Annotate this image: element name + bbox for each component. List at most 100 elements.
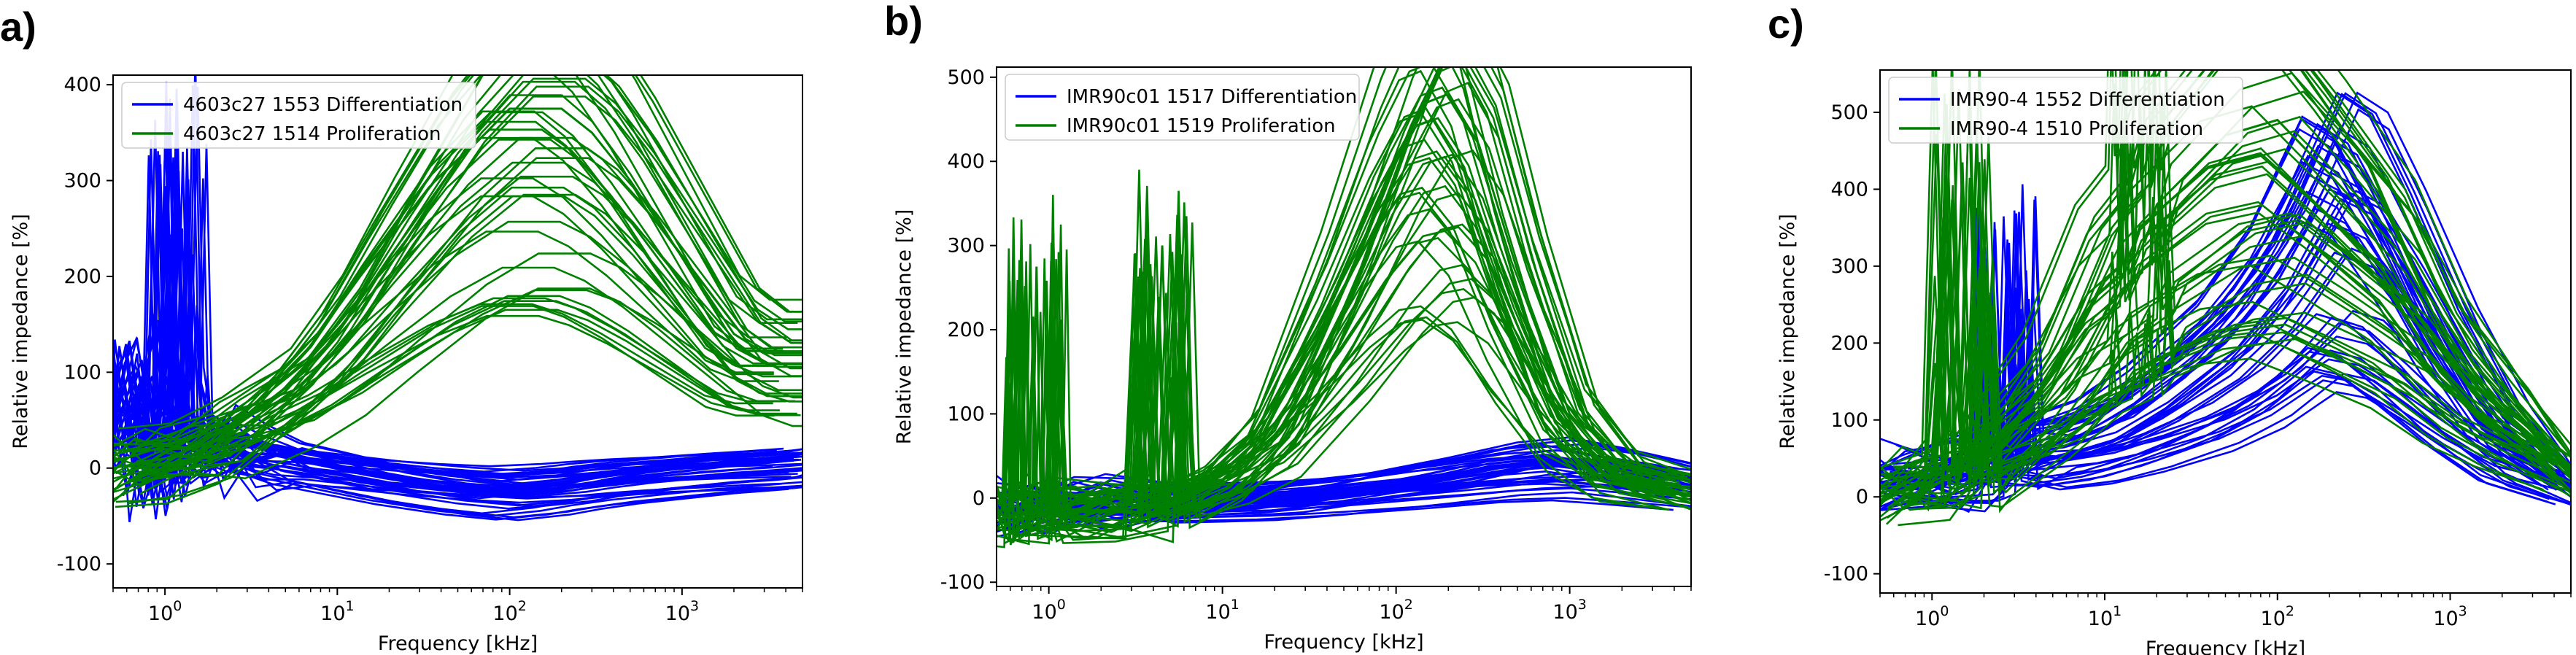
y-tick-label: 200: [947, 319, 985, 341]
plot-area: [997, 67, 1691, 549]
series-proliferation: [113, 75, 802, 508]
x-tick-label: 103: [665, 598, 699, 625]
y-tick-label: -100: [1824, 563, 1868, 586]
x-axis-label: Frequency [kHz]: [1264, 631, 1423, 654]
legend-box: [121, 82, 476, 149]
series-variant-line: [997, 305, 1664, 513]
x-tick-label: 100: [148, 598, 182, 625]
series-line: [113, 107, 802, 470]
y-tick-label: 400: [947, 150, 985, 173]
series-variant-line: [113, 177, 774, 461]
series-variant-line: [1880, 370, 2556, 513]
y-tick-label: 300: [1830, 255, 1868, 278]
x-tick-label: 101: [2088, 603, 2121, 630]
y-tick-label: 300: [947, 235, 985, 257]
series-variant-line: [138, 75, 802, 463]
series-variant-line: [1887, 314, 2571, 506]
series-variant-line: [122, 309, 802, 510]
x-axis-label: Frequency [kHz]: [2146, 637, 2305, 655]
y-axis-label: Relative impedance [%]: [9, 214, 32, 449]
series-variant-line: [142, 252, 802, 471]
series-variant-line: [113, 75, 798, 473]
series-variant-line: [997, 487, 1691, 530]
series-variant-line: [1908, 260, 2571, 511]
x-tick-label: 102: [1379, 597, 1412, 624]
y-tick-label: 100: [947, 403, 985, 425]
x-tick-label: 102: [492, 598, 526, 625]
legend: 4603c27 1553 Differentiation 4603c27 1514…: [121, 82, 476, 149]
series-variant-line: [1901, 195, 2571, 507]
chart-panel-2: b) -100 0 100 200 300 400 500 100 101 102 103 Freque…: [884, 0, 1692, 654]
series-variant-line: [139, 85, 802, 477]
series-variant-line: [113, 314, 780, 446]
chart-panel-1: a) -100 0 100 200 300 400 100 101 102 103 Frequency…: [0, 4, 803, 655]
y-tick-label: 100: [63, 361, 101, 384]
series-variant-line: [997, 240, 1661, 546]
y-tick-label: 0: [89, 457, 101, 480]
legend: IMR90-4 1552 Differentiation IMR90-4 1510…: [1888, 77, 2243, 144]
series-variant-line: [1880, 70, 2545, 504]
series-variant-line: [126, 193, 802, 505]
panel-letter: b): [884, 0, 923, 44]
legend-entry: IMR90-4 1510 Proliferation: [1950, 118, 2203, 140]
panel-letter: c): [1768, 1, 1804, 47]
series-variant-line: [113, 111, 784, 483]
legend-entry: IMR90-4 1552 Differentiation: [1950, 89, 2225, 111]
series-variant-line: [1894, 373, 2571, 505]
series-variant-line: [139, 147, 802, 482]
panel-letter: a): [0, 4, 36, 50]
series-variant-line: [113, 94, 802, 500]
x-tick-label: 100: [1032, 597, 1065, 624]
chart-panel-3: c) -100 0 100 200 300 400 500 100 101 102 103 Freque…: [1768, 1, 2572, 655]
series-variant-line: [139, 157, 802, 495]
series-variant-line: [138, 289, 802, 469]
series-variant-line: [997, 460, 1663, 530]
legend-entry: IMR90c01 1519 Proliferation: [1067, 115, 1336, 137]
series-proliferation: [997, 67, 1691, 549]
legend-entry: 4603c27 1553 Differentiation: [183, 94, 463, 116]
y-axis-label: Relative impedance [%]: [893, 209, 916, 445]
series-variant-line: [113, 309, 799, 456]
y-tick-label: 0: [972, 487, 985, 510]
series-variant-line: [1880, 187, 2556, 506]
y-tick-label: 400: [63, 74, 101, 96]
legend-box: [1005, 74, 1360, 141]
y-axis-label: Relative impedance [%]: [1776, 214, 1799, 449]
x-tick-label: 101: [320, 598, 354, 625]
series-variant-line: [113, 300, 797, 475]
y-tick-label: 400: [1830, 178, 1868, 201]
series-variant-line: [1882, 316, 2571, 511]
series-line: [997, 93, 1691, 516]
x-tick-label: 100: [1915, 603, 1949, 630]
legend-box: [1888, 77, 2243, 144]
y-tick-label: 200: [1830, 332, 1868, 354]
series-variant-line: [113, 266, 795, 473]
series-line: [997, 459, 1691, 512]
series-variant-line: [1880, 252, 2544, 488]
series-variant-line: [113, 297, 786, 468]
series-variant-line: [1880, 70, 2561, 503]
y-tick-label: 100: [1830, 409, 1868, 432]
y-tick-label: 500: [1830, 101, 1868, 124]
series-variant-line: [118, 75, 802, 430]
legend: IMR90c01 1517 Differentiation IMR90c01 15…: [1005, 74, 1360, 141]
series-variant-line: [1016, 82, 1691, 543]
series-variant-line: [997, 185, 1688, 546]
series-variant-line: [1021, 150, 1691, 528]
x-tick-label: 102: [2261, 603, 2294, 630]
series-variant-line: [113, 81, 791, 494]
y-tick-label: 300: [63, 170, 101, 193]
y-tick-label: 200: [63, 266, 101, 288]
series-variant-line: [113, 305, 775, 483]
x-axis-label: Frequency [kHz]: [378, 632, 538, 655]
x-tick-label: 101: [1205, 597, 1239, 624]
legend-entry: 4603c27 1514 Proliferation: [183, 123, 441, 145]
series-variant-line: [120, 147, 802, 522]
series-variant-line: [136, 75, 802, 443]
series-variant-line: [1880, 70, 2542, 471]
y-tick-label: 0: [1856, 486, 1868, 508]
plot-area: [113, 75, 802, 522]
series-variant-line: [1880, 146, 2556, 487]
series-variant-line: [113, 295, 801, 492]
